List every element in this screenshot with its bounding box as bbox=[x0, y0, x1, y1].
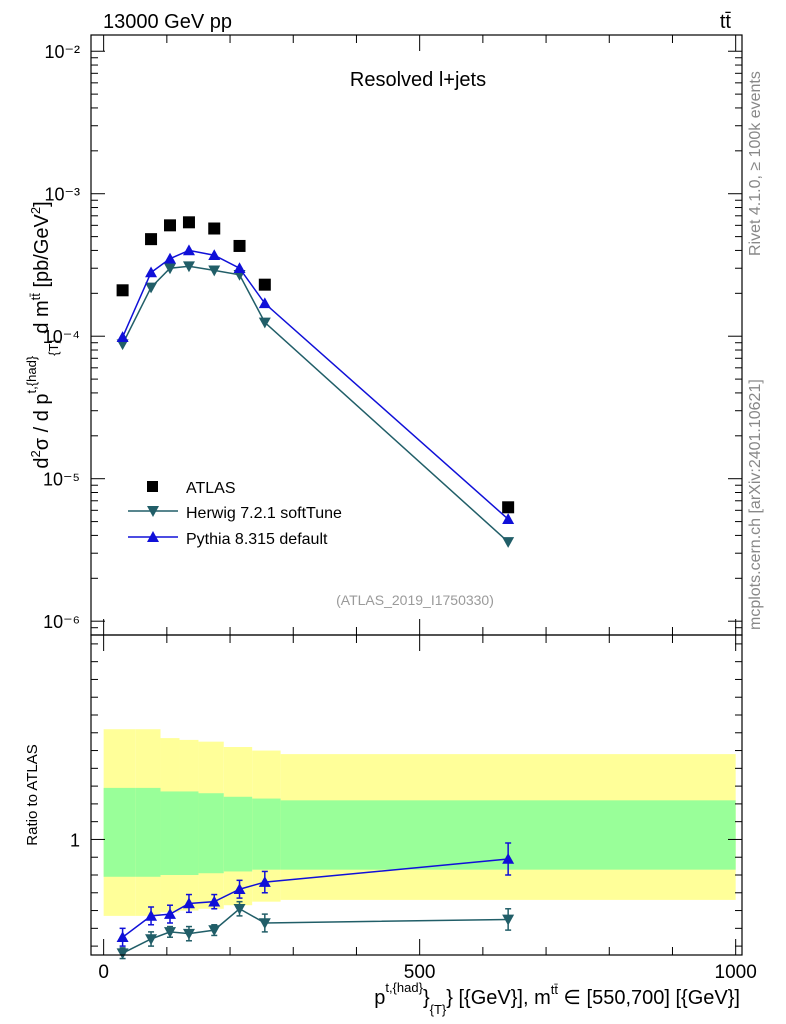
ratio-series-line bbox=[122, 907, 509, 954]
ratio-band-inner bbox=[179, 791, 199, 875]
main-series-line bbox=[121, 249, 509, 520]
process-label: tt̄ bbox=[720, 11, 732, 33]
ratio-band-inner bbox=[160, 791, 180, 875]
data-point-herwig bbox=[182, 261, 195, 273]
data-point-herwig bbox=[145, 282, 158, 294]
ratio-point-pythia bbox=[164, 908, 177, 919]
main-panel: 10⁻² 10⁻³ 10⁻⁴ 10⁻⁵ 10⁻⁶ Resolved l+jets (AT… bbox=[24, 34, 743, 636]
ratio-axes: 1 0 500 1000 bbox=[70, 35, 757, 983]
ratio-point-herwig bbox=[182, 928, 195, 940]
ratio-point-pythia bbox=[182, 897, 195, 909]
legend-entry-pythia: Pythia 8.315 default bbox=[128, 531, 328, 548]
ratio-point-pythia bbox=[258, 876, 271, 887]
data-point-atlas bbox=[502, 501, 515, 514]
data-point-atlas bbox=[116, 284, 129, 297]
analysis-id: (ATLAS_2019_I1750330) bbox=[336, 592, 494, 608]
ratio-y-tick-label: 1 bbox=[70, 830, 80, 850]
ratio-band-inner bbox=[223, 796, 253, 872]
legend-pythia-label: Pythia 8.315 default bbox=[186, 531, 328, 548]
ratio-point-herwig bbox=[502, 914, 515, 926]
ratio-uncertainty-bands bbox=[103, 729, 736, 916]
legend-entry-herwig: Herwig 7.2.1 softTune bbox=[128, 505, 342, 522]
ratio-point-pythia bbox=[145, 909, 158, 921]
data-point-herwig bbox=[164, 263, 177, 275]
data-point-pythia bbox=[208, 249, 221, 261]
data-point-atlas bbox=[208, 222, 221, 235]
main-series-line bbox=[121, 265, 509, 543]
ratio-point-herwig bbox=[233, 903, 246, 915]
data-point-atlas bbox=[145, 233, 158, 246]
ratio-band-inner bbox=[103, 787, 136, 877]
ratio-plot-area bbox=[116, 842, 515, 960]
legend-herwig-label: Herwig 7.2.1 softTune bbox=[186, 505, 342, 522]
main-y-tick-label: 10⁻³ bbox=[44, 185, 80, 205]
ratio-band-inner bbox=[252, 798, 281, 870]
ratio-panel: 1 0 500 1000 Ratio to ATLAS pt,{had}}{T}} [… bbox=[24, 35, 757, 1017]
x-axis-label: pt,{had}}{T}} [{GeV}], mtt̄ ∈ [550,700] … bbox=[374, 980, 740, 1017]
legend-herwig-marker bbox=[147, 506, 159, 517]
main-y-axis: 10⁻² 10⁻³ 10⁻⁴ 10⁻⁵ 10⁻⁶ bbox=[43, 42, 742, 636]
ratio-frame bbox=[90, 634, 743, 956]
legend-atlas-marker bbox=[147, 481, 158, 492]
plot-title: Resolved l+jets bbox=[350, 69, 486, 91]
data-point-pythia bbox=[164, 252, 177, 264]
data-point-atlas bbox=[233, 239, 246, 252]
legend-atlas-label: ATLAS bbox=[186, 480, 236, 497]
legend: ATLAS Herwig 7.2.1 softTune Pythia 8.315… bbox=[128, 480, 342, 548]
ratio-point-pythia bbox=[116, 931, 129, 943]
data-point-herwig bbox=[116, 339, 129, 351]
main-y-tick-label: 10⁻⁴ bbox=[43, 327, 80, 347]
legend-pythia-marker bbox=[147, 531, 159, 542]
main-y-tick-label: 10⁻⁶ bbox=[43, 612, 80, 632]
ratio-point-pythia bbox=[233, 883, 246, 895]
main-y-tick-label: 10⁻⁵ bbox=[43, 470, 80, 490]
data-point-pythia bbox=[182, 244, 195, 256]
ratio-point-herwig bbox=[116, 948, 129, 960]
data-point-pythia bbox=[145, 266, 158, 278]
data-point-atlas bbox=[164, 219, 177, 232]
energy-label: 13000 GeV pp bbox=[103, 11, 232, 33]
main-plot-area bbox=[116, 216, 515, 548]
x-tick-label: 500 bbox=[404, 962, 436, 983]
legend-entry-atlas: ATLAS bbox=[147, 480, 236, 497]
data-point-herwig bbox=[258, 317, 271, 329]
ratio-point-pythia bbox=[208, 895, 221, 907]
ratio-band-inner bbox=[198, 793, 224, 874]
data-point-pythia bbox=[258, 297, 271, 309]
data-point-atlas bbox=[182, 216, 195, 229]
data-point-pythia bbox=[233, 262, 246, 274]
data-point-herwig bbox=[208, 265, 221, 277]
data-point-herwig bbox=[502, 537, 515, 548]
ratio-band-inner bbox=[135, 787, 161, 877]
x-tick-label: 0 bbox=[98, 962, 109, 983]
rivet-version-label: Rivet 4.1.0, ≥ 100k events bbox=[747, 71, 764, 256]
data-point-atlas bbox=[258, 278, 271, 291]
ratio-point-herwig bbox=[258, 918, 271, 929]
x-tick-label: 1000 bbox=[715, 962, 757, 983]
ratio-y-axis-label: Ratio to ATLAS bbox=[24, 744, 41, 845]
ratio-point-herwig bbox=[208, 925, 221, 937]
ratio-point-herwig bbox=[145, 934, 158, 945]
ratio-point-herwig bbox=[164, 927, 177, 938]
data-point-pythia bbox=[116, 331, 129, 342]
mcplots-label: mcplots.cern.ch [arXiv:2401.10621] bbox=[747, 379, 764, 630]
main-y-tick-label: 10⁻² bbox=[44, 42, 80, 62]
ratio-point-pythia bbox=[502, 853, 515, 864]
data-point-pythia bbox=[502, 513, 515, 524]
